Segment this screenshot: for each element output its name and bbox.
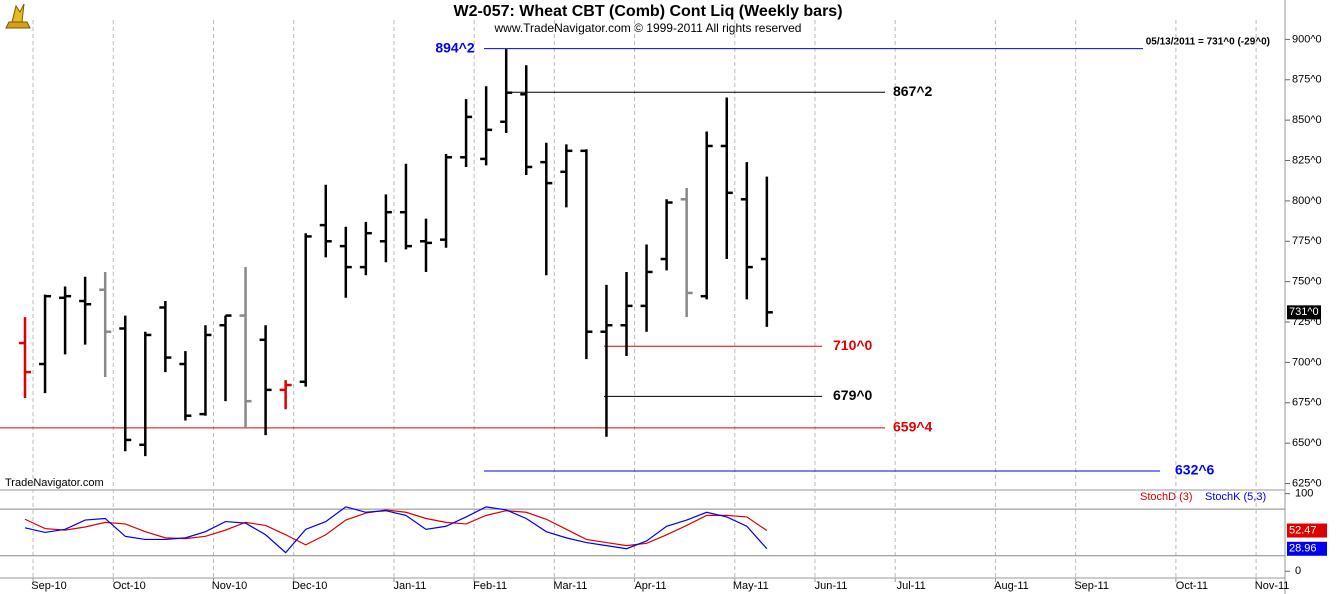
level-label: 679^0 <box>833 387 873 403</box>
x-tick-label: Jun-11 <box>815 580 848 592</box>
level-label: 659^4 <box>893 419 933 435</box>
value-label-box <box>1287 523 1327 538</box>
x-tick-label: Jan-11 <box>394 580 427 592</box>
x-tick-label: Dec-10 <box>292 580 327 592</box>
y-tick-label: 900^0 <box>1292 33 1322 45</box>
x-tick-label: Jul-11 <box>897 580 926 592</box>
y-tick-label: 625^0 <box>1292 477 1322 489</box>
y-tick-label: 700^0 <box>1292 356 1322 368</box>
x-tick-label: Mar-11 <box>553 580 587 592</box>
chart-title: W2-057: Wheat CBT (Comb) Cont Liq (Weekl… <box>453 3 842 20</box>
level-label: 710^0 <box>833 337 873 353</box>
logo <box>5 3 31 29</box>
indicator-line <box>24 506 768 554</box>
y-tick-label: 800^0 <box>1292 195 1322 207</box>
source-text: TradeNavigator.com <box>5 477 104 489</box>
y-tick-label: 675^0 <box>1292 397 1322 409</box>
y-tick-label: 875^0 <box>1292 74 1322 86</box>
status-text: 05/13/2011 = 731^0 (-29^0) <box>1146 37 1270 48</box>
value-label: 28.96 <box>1289 543 1317 555</box>
x-tick-label: May-11 <box>733 580 769 592</box>
x-tick-label: Oct-10 <box>113 580 146 592</box>
legend-entry: StochK (5,3) <box>1205 491 1266 503</box>
indicator-line <box>24 509 768 547</box>
x-tick-label: Oct-11 <box>1176 580 1208 592</box>
y-tick-label: 825^0 <box>1292 154 1322 166</box>
chart-subtitle: www.TradeNavigator.com © 1999-2011 All r… <box>494 21 802 35</box>
value-label: 52.47 <box>1289 524 1317 536</box>
x-tick-label: Sep-10 <box>31 580 66 592</box>
level-label: 867^2 <box>893 83 933 99</box>
y-tick-label: 0 <box>1295 565 1301 577</box>
x-tick-label: Nov-10 <box>212 580 247 592</box>
level-label: 632^6 <box>1175 462 1215 478</box>
y-tick-label: 775^0 <box>1292 235 1322 247</box>
value-label-box <box>1287 541 1327 556</box>
y-tick-label: 750^0 <box>1292 276 1322 288</box>
last-price-label: 731^0 <box>1289 306 1319 318</box>
y-tick-label: 850^0 <box>1292 114 1322 126</box>
level-label: 894^2 <box>435 39 475 55</box>
last-price-box <box>1287 305 1321 320</box>
x-tick-label: Feb-11 <box>473 580 507 592</box>
legend-entry: StochD (3) <box>1140 491 1193 503</box>
x-tick-label: Nov-11 <box>1255 580 1290 592</box>
y-tick-label: 650^0 <box>1292 437 1322 449</box>
x-tick-label: Sep-11 <box>1074 580 1109 592</box>
x-tick-label: Aug-11 <box>994 580 1029 592</box>
y-tick-label: 100 <box>1295 488 1313 500</box>
x-tick-label: Apr-11 <box>634 580 666 592</box>
